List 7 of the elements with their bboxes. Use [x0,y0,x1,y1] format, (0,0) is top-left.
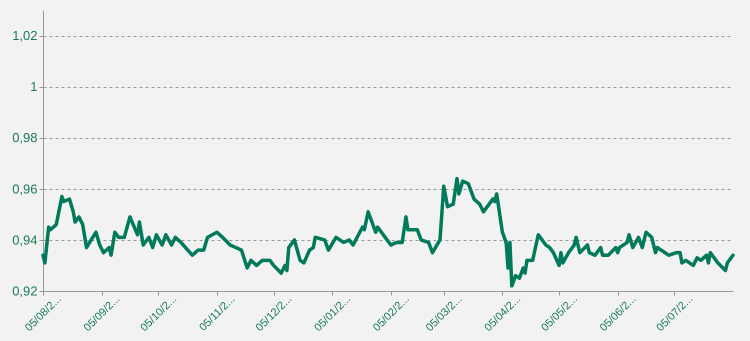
y-tick-label: 0,94 [12,232,38,248]
line-series [41,176,735,288]
y-tick-label: 1,02 [12,28,38,44]
y-tick-label: 0,96 [12,181,38,196]
y-tick-label: 0,92 [12,284,38,298]
y-tick-label: 0,98 [12,130,38,146]
y-tick-label: 1 [30,79,38,94]
